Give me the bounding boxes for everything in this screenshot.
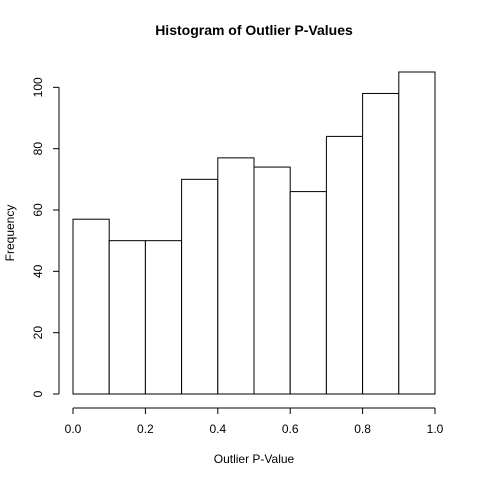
histogram-bar: [217, 157, 255, 395]
x-tick-label: 0.2: [137, 422, 154, 436]
x-axis: 0.0 0.2 0.4 0.6 0.8 1.0: [65, 407, 444, 436]
chart-title: Histogram of Outlier P-Values: [155, 22, 353, 38]
y-tick-label: 20: [31, 326, 45, 340]
x-tick-label: 1.0: [427, 422, 444, 436]
histogram-bar: [253, 166, 291, 395]
y-tick-label: 80: [31, 142, 45, 156]
histogram-bar: [289, 191, 327, 395]
y-tick-label: 40: [31, 264, 45, 278]
bars-group: [72, 71, 436, 395]
y-tick-label: 0: [31, 390, 45, 397]
histogram-bar: [398, 71, 436, 395]
x-tick-label: 0.0: [65, 422, 82, 436]
histogram-bar: [181, 178, 219, 395]
histogram-bar: [325, 135, 364, 395]
x-tick-label: 0.8: [354, 422, 371, 436]
y-tick-label: 60: [31, 203, 45, 217]
histogram-bar: [144, 240, 183, 395]
histogram-bar: [72, 218, 110, 395]
histogram-bar: [362, 92, 400, 395]
x-axis-label: Outlier P-Value: [214, 452, 295, 466]
y-tick-label: 100: [31, 77, 45, 97]
histogram-bar: [108, 240, 146, 395]
y-axis-label: Frequency: [3, 205, 17, 262]
y-axis: 0 20 40 60 80 100: [31, 77, 60, 397]
x-tick-label: 0.6: [282, 422, 299, 436]
x-tick-label: 0.4: [209, 422, 226, 436]
